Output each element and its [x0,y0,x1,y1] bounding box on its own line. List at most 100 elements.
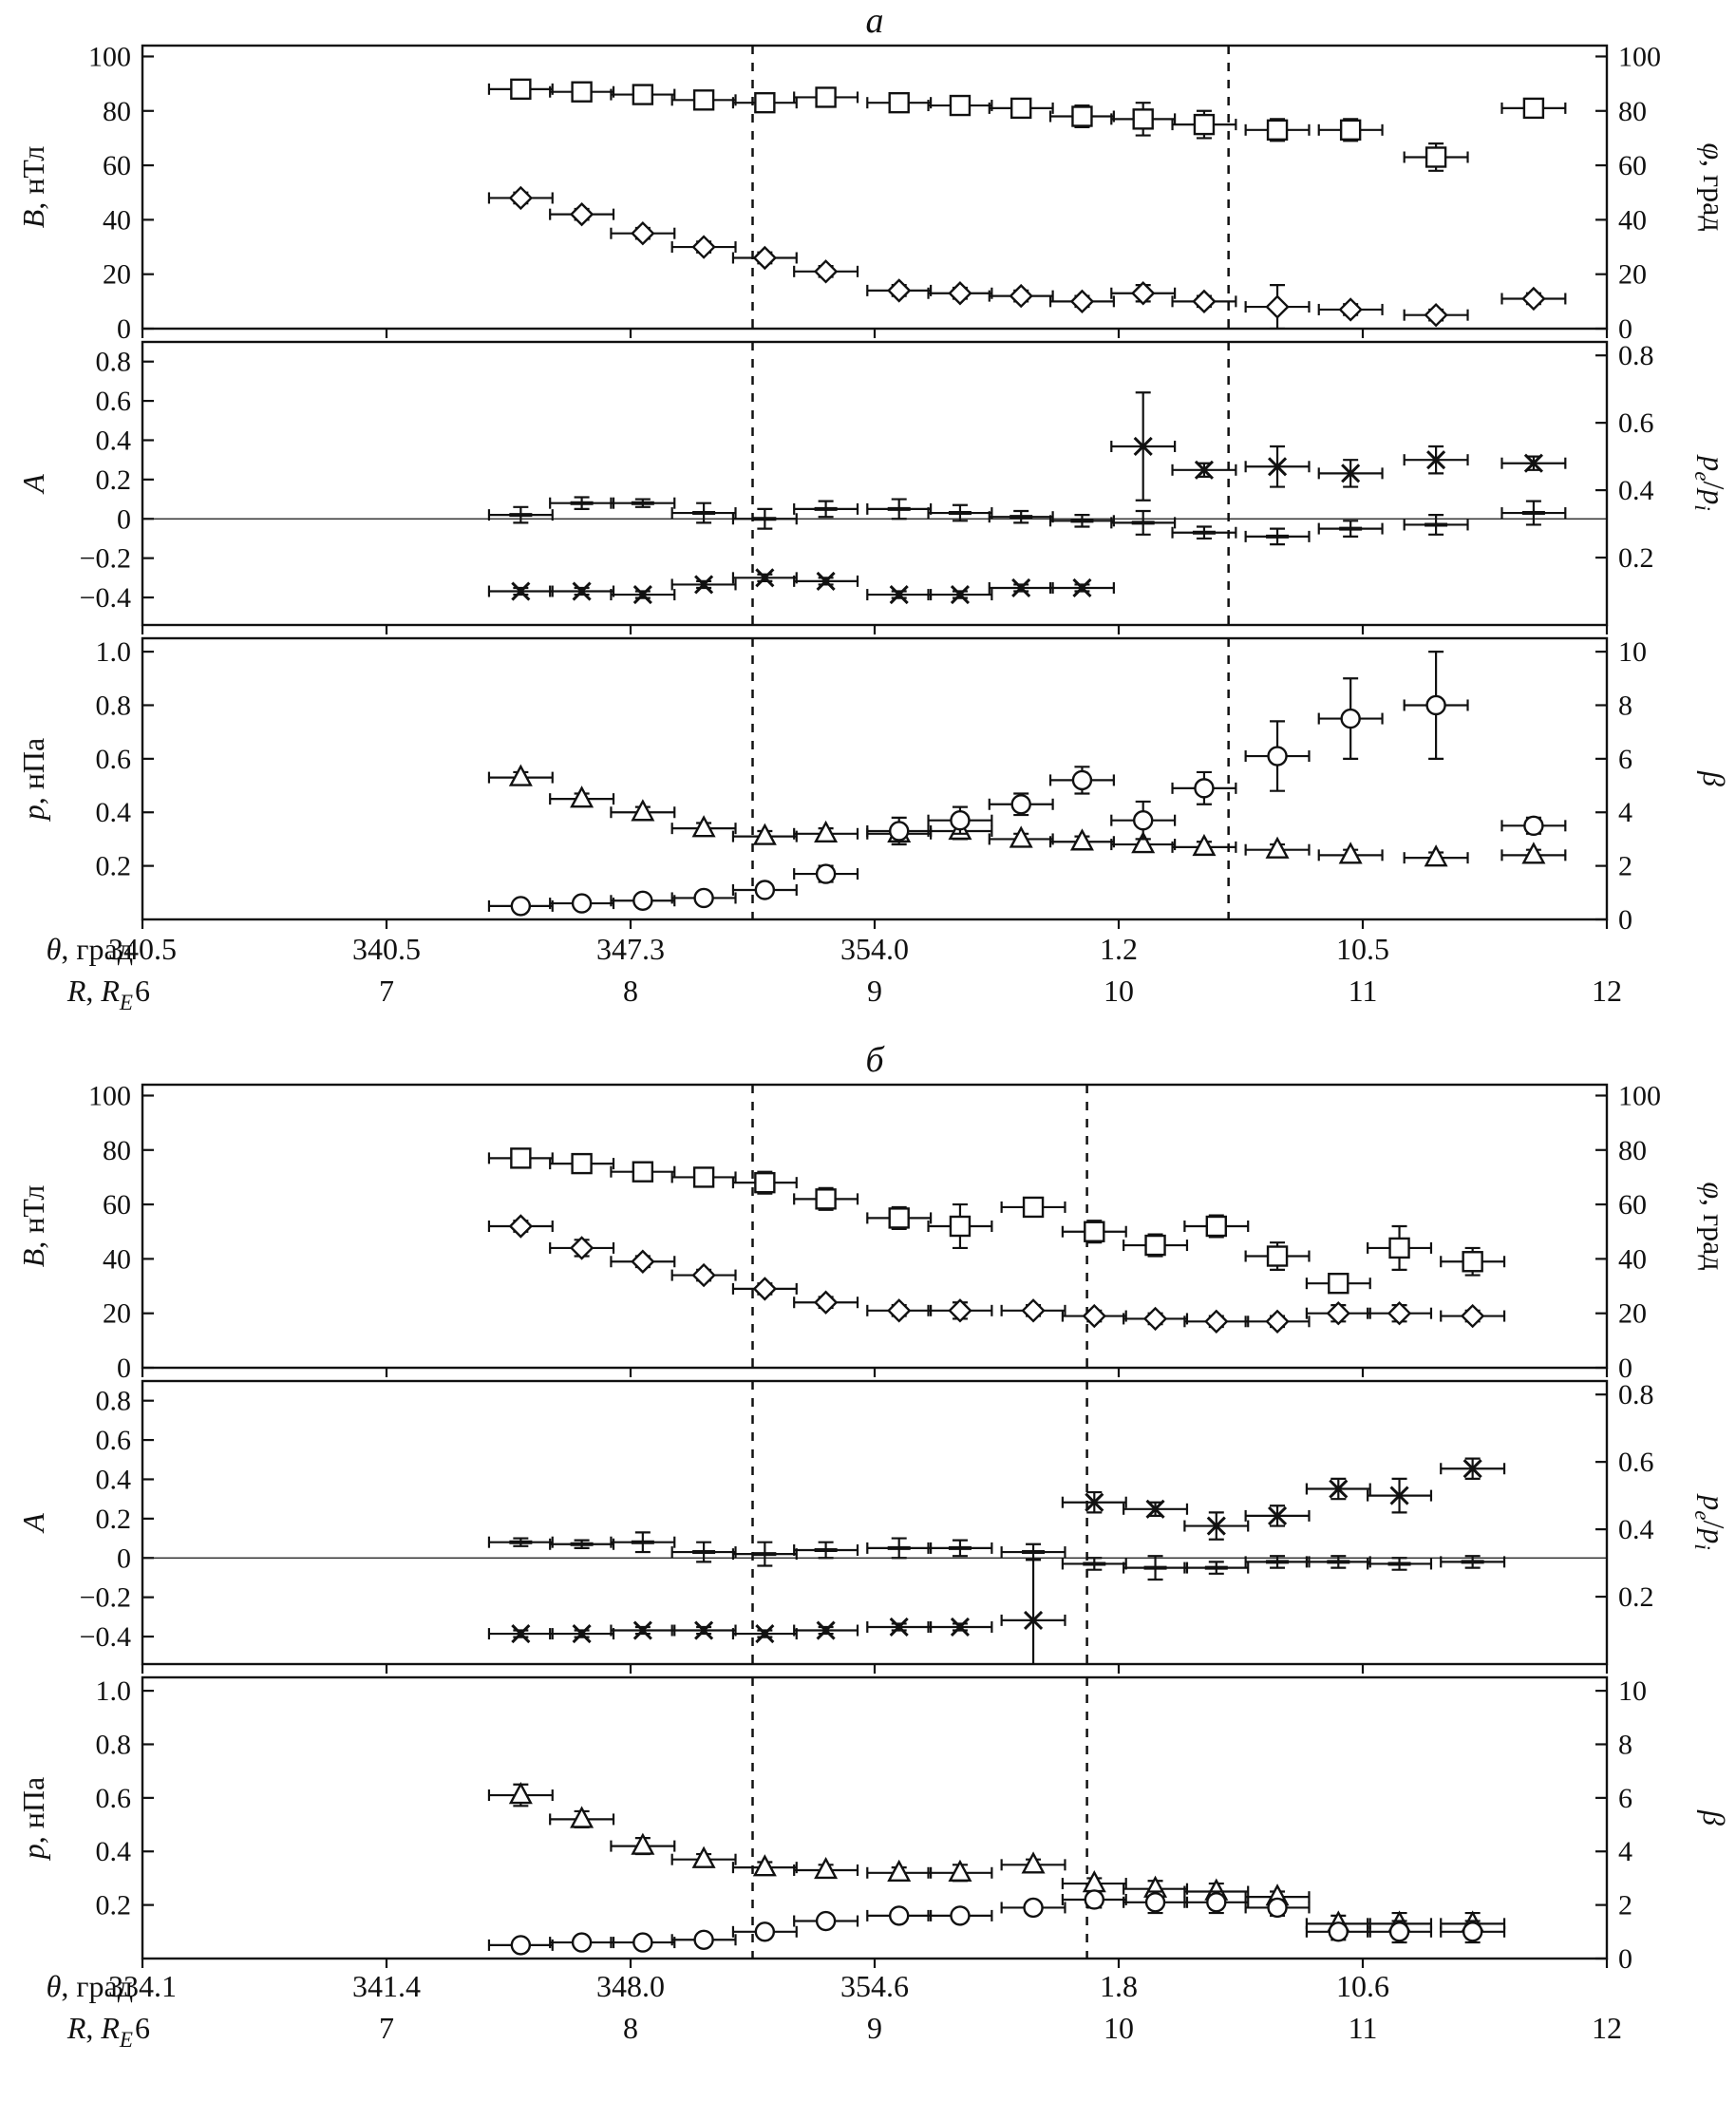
diamond-marker [948,1298,972,1323]
subplot-a-2: 0.2 0.4 0.6 0.8 1.0 0 2 4 6 8 10 p, нПа β [16,636,1731,936]
triangle-marker [631,799,655,822]
right-tick-label: 100 [1618,41,1661,72]
right-axis-title: β [1697,770,1731,786]
circle-marker [1267,746,1288,767]
diamond-marker [887,278,912,303]
line [632,1620,652,1640]
series-layer [487,650,1567,917]
square-marker [571,1152,593,1175]
series-B-diamonds [487,185,1567,330]
square-marker [1462,1251,1483,1273]
series-pe-pi-crosses [487,391,1567,605]
triangle-marker [1424,844,1448,867]
square-marker [754,91,776,114]
right-tick-label: 0.6 [1618,407,1654,439]
diamond-marker [1460,1303,1485,1329]
line [572,1624,592,1644]
circle-marker [1084,1889,1105,1910]
r-tick-label: 7 [379,2011,394,2045]
series-phi-squares [487,1147,1506,1295]
diamond-marker [508,185,534,211]
circle-marker [1010,794,1031,815]
r-tick-label: 8 [623,974,638,1008]
right-axis-title: pe/pi [1690,454,1731,511]
subplot-frame [141,44,1609,331]
right-tick-label: 40 [1618,204,1647,236]
line [889,1617,909,1637]
line [1206,1516,1226,1536]
circle-marker [1206,1892,1227,1913]
diamond-marker [1069,289,1095,314]
triangle-marker [1192,833,1217,857]
left-axis-title: B, нТл [16,1185,50,1268]
right-tick-label: 0.2 [1618,542,1654,574]
left-tick-label: 0.2 [96,464,132,496]
right-tick-label: 60 [1618,150,1647,181]
theta-tick-label: 10.5 [1336,932,1389,966]
line [511,1624,531,1644]
triangle-marker [691,815,716,838]
square-marker [632,84,654,105]
diamond-marker [887,1298,912,1323]
series-A-asymmetry [487,1531,1506,1581]
right-tick-label: 20 [1618,259,1647,291]
left-axis-title: A [16,1513,50,1534]
left-tick-label: 20 [103,1298,131,1330]
right-tick-label: 0 [1618,313,1632,345]
diamond-marker [1424,302,1448,328]
square-marker [1205,1215,1228,1238]
r-tick-label: 6 [135,2011,150,2045]
diamond-marker [813,259,839,284]
left-tick-label: −0.4 [80,582,131,614]
square-marker [1084,1221,1105,1242]
triangle-marker [1069,828,1094,851]
circle-marker [754,880,776,900]
right-axis-title: φ, град [1697,1182,1731,1270]
square-marker [949,1215,972,1238]
circle-marker [1425,694,1446,716]
series-pe-pi-crosses [487,1457,1506,1665]
line [1194,460,1215,480]
diamond-marker [1131,281,1156,306]
r-tick-label: 12 [1592,2011,1622,2045]
square-marker [1193,113,1216,136]
diamond-marker [691,235,716,259]
theta-tick-label: 340.5 [108,932,177,966]
triangle-marker [508,764,533,786]
diamond-marker [1265,294,1290,319]
circle-marker [1194,778,1215,799]
left-tick-label: 0.8 [96,690,132,721]
right-tick-label: 100 [1618,1080,1661,1111]
line [511,581,531,601]
series-beta-circles [487,650,1567,917]
left-tick-label: 0.8 [96,1386,132,1417]
triangle-marker [1265,836,1290,859]
diamond-marker [1021,1298,1046,1323]
diamond-marker [1265,1309,1290,1334]
circle-marker [1340,708,1361,729]
circle-marker [950,1905,971,1926]
left-tick-label: 0.6 [96,1783,132,1814]
triangle-marker [631,1832,655,1855]
square-marker [510,1147,532,1169]
diamond-marker [1387,1300,1412,1326]
series-A-asymmetry [487,496,1567,546]
line [950,585,971,605]
subplot-a-1: −0.4 −0.2 0 0.2 0.4 0.6 0.8 0.2 0.4 0.6 0.8 Ape/pi [16,340,1731,634]
right-tick-label: 0.6 [1618,1447,1654,1478]
triangle-marker [752,823,777,845]
theta-tick-label: 340.5 [352,932,421,966]
square-marker [1022,1196,1045,1219]
theta-tick-label: 354.0 [840,932,909,966]
line [1389,1486,1409,1505]
triangle-marker [508,1782,533,1805]
series-beta-circles [487,1889,1506,1956]
circle-marker [754,1921,776,1942]
circle-marker [815,1910,837,1932]
r-tick-label: 6 [135,974,150,1008]
subplot-b-0: 0 20 40 60 80 100 0 20 40 60 80 100 B, нТл φ, град [16,1080,1731,1384]
triangle-marker [814,820,839,842]
line [1133,436,1153,457]
square-marker [754,1171,776,1194]
